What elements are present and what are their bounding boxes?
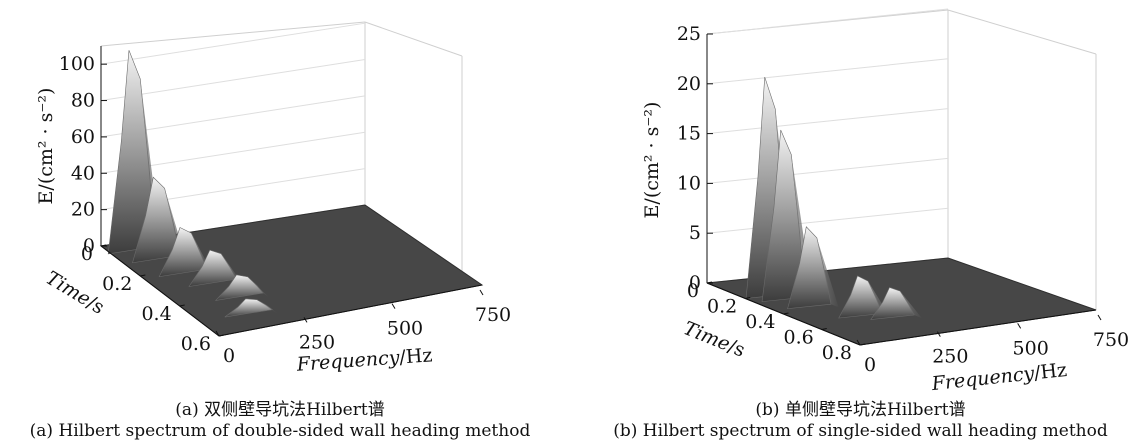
time-tick-mark [218,334,225,337]
z-tick-label: 40 [71,162,95,184]
freq-tick-label: 0 [864,354,876,376]
panel-a-freq-ticks: 0 250 500 750 [215,289,511,367]
time-tick-label: 0 [687,280,699,302]
freq-tick-mark [391,303,396,309]
time-tick-label: 0.6 [181,333,211,355]
panel-a-z-ticks: 0 20 40 60 80 100 [59,53,107,257]
spectrum-peak-side [191,233,213,274]
time-tick-mark [745,297,751,299]
z-tick-label: 80 [71,90,95,112]
panel-b-time-axis-label: Time/s [680,317,748,361]
time-tick-label: 0.6 [784,327,814,349]
time-tick-mark [859,343,866,346]
freq-tick-mark [303,317,308,323]
panel-b: 0 5 10 15 20 25 0 0.2 0.4 0.6 0.8 0 250 500 750 E/(c… [641,8,1129,392]
freq-tick-label: 0 [223,345,235,367]
z-tick-label: 0 [689,272,701,294]
time-tick-mark [179,304,185,307]
spectrum-peak-side [256,299,279,315]
spectrum-peak-side [900,291,922,319]
freq-tick-label: 250 [932,346,968,368]
caption-b-chinese: (b) 单侧壁导坑法Hilbert谱 [755,400,966,420]
panel-b-freq-axis [859,309,1097,346]
time-tick-mark [783,312,789,315]
freq-tick-mark [479,289,484,296]
caption-b-english: (b) Hilbert spectrum of single-sided wal… [613,421,1108,441]
panel-a-spectrum-peaks [107,50,279,318]
spectrum-peak-side [247,276,270,298]
freq-tick-label: 750 [475,304,511,326]
z-tick-label: 20 [71,199,95,221]
time-tick-label: 0.2 [707,296,737,318]
freq-tick-label: 750 [1093,329,1129,351]
panel-b-freq-ticks: 0 250 500 750 [856,314,1129,376]
panel-a-time-axis-label: Time/s [42,267,108,319]
time-tick-mark [821,328,827,330]
time-tick-label: 0 [81,243,93,265]
panel-a-z-axis-label: E/(cm² · s⁻²) [35,88,57,205]
freq-tick-mark [936,331,941,337]
time-tick-mark [100,244,107,247]
freq-tick-label: 250 [299,331,335,353]
spectrum-peak-side [221,253,243,284]
panel-b-time-ticks: 0 0.2 0.4 0.6 0.8 [687,280,866,364]
freq-tick-mark [1017,323,1022,329]
freq-tick-label: 500 [387,318,423,340]
freq-tick-mark [1097,314,1102,321]
z-tick-label: 10 [677,172,701,194]
z-tick-label: 0 [83,235,95,257]
time-tick-mark [140,274,146,277]
z-tick-label: 25 [677,23,701,45]
caption-a-chinese: (a) 双侧壁导坑法Hilbert谱 [175,400,385,420]
time-tick-label: 0.8 [822,342,852,364]
spectrum-peak-side [816,237,839,308]
time-tick-label: 0.4 [745,311,775,333]
z-tick-label: 15 [677,123,701,145]
z-tick-label: 20 [677,73,701,95]
z-gridline [706,8,949,35]
panel-b-z-axis-label: E/(cm² · s⁻²) [641,102,663,219]
panel-b-z-gridlines [706,8,949,284]
z-gridline [706,207,949,234]
z-tick-label: 60 [71,126,95,148]
z-gridline [706,157,949,184]
spectrum-peak-side [164,188,186,260]
caption-a-english: (a) Hilbert spectrum of double-sided wal… [29,421,531,441]
freq-tick-label: 500 [1013,337,1049,359]
freq-tick-mark [856,339,861,346]
time-tick-label: 0.2 [102,273,132,295]
z-gridline [706,108,949,135]
panel-a: 0 20 40 60 80 100 0 0.2 0.4 0.6 0 250 500 750 E/(cm… [35,21,511,376]
time-tick-label: 0.4 [141,303,171,325]
panel-a-time-ticks: 0 0.2 0.4 0.6 [81,243,225,355]
time-tick-mark [706,281,713,284]
panel-a-time-axis [100,245,220,337]
panel-b-z-ticks: 0 5 10 15 20 25 [677,23,713,294]
z-tick-label: 5 [689,222,701,244]
z-gridline [100,59,366,102]
panel-a-freq-axis [218,284,483,337]
z-tick-label: 100 [59,53,95,75]
z-gridline [100,22,366,65]
freq-tick-mark [215,330,220,337]
panel-b-spectrum-peaks [745,76,922,320]
z-gridline [706,58,949,85]
